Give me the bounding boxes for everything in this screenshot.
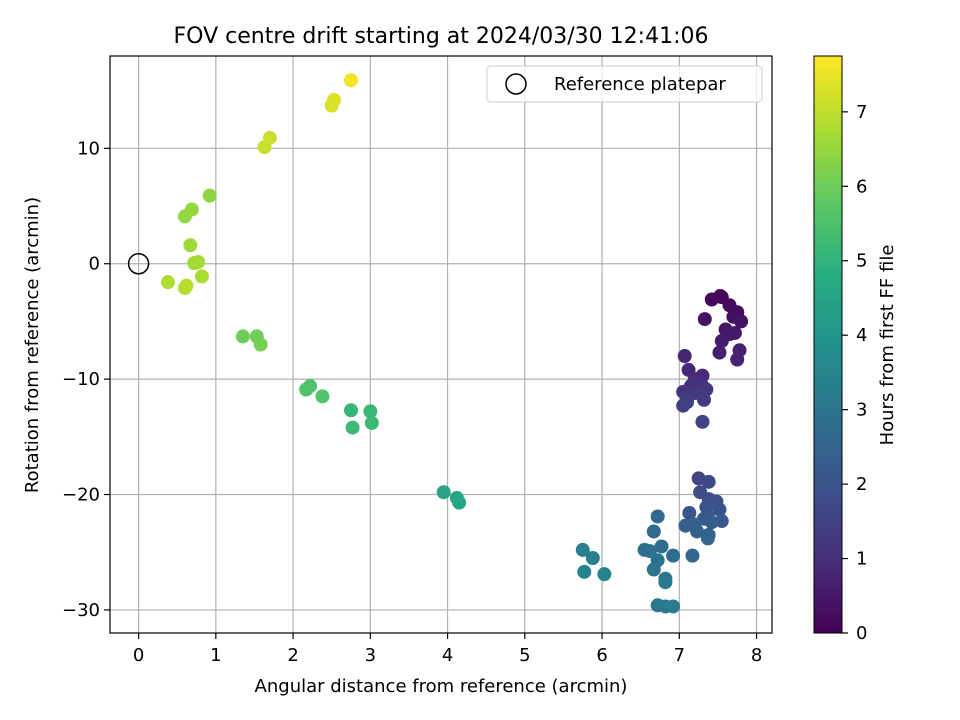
scatter-point xyxy=(666,548,681,563)
colorbar xyxy=(813,55,843,634)
x-tick-label: 1 xyxy=(210,645,221,666)
grid-lines xyxy=(110,56,772,633)
scatter-point xyxy=(704,292,719,307)
scatter-point xyxy=(575,542,590,557)
scatter-point xyxy=(585,550,600,565)
colorbar-tick-label: 0 xyxy=(856,623,867,644)
x-tick-label: 8 xyxy=(751,645,762,666)
scatter-point xyxy=(262,130,277,145)
scatter-point xyxy=(695,414,710,429)
scatter-point xyxy=(344,403,359,418)
reference-marker xyxy=(127,252,150,275)
y-tick-label: 0 xyxy=(89,254,100,275)
colorbar-tick-label: 6 xyxy=(856,176,867,197)
scatter-point xyxy=(654,539,669,554)
scatter-point xyxy=(344,73,359,88)
scatter-point xyxy=(160,275,175,290)
scatter-point xyxy=(452,495,467,510)
colorbar-ticks: 0 1 2 3 4 5 6 7 xyxy=(842,102,867,644)
scatter-point xyxy=(315,389,330,404)
x-axis-ticks: 0 1 2 3 4 5 6 7 8 xyxy=(133,633,762,666)
scatter-point xyxy=(253,337,268,352)
scatter-point xyxy=(327,92,342,107)
scatter-point xyxy=(712,502,727,517)
scatter-point xyxy=(680,395,695,410)
x-tick-label: 0 xyxy=(133,645,144,666)
legend-reference-marker xyxy=(505,73,527,95)
scatter-point xyxy=(194,269,209,284)
scatter-point xyxy=(363,404,378,419)
scatter-point xyxy=(642,544,657,559)
reference-marker-group xyxy=(127,252,150,275)
scatter-point xyxy=(677,349,692,364)
y-tick-label: −30 xyxy=(62,600,100,621)
scatter-point xyxy=(202,188,217,203)
colorbar-tick-label: 5 xyxy=(856,251,867,272)
scatter-point xyxy=(682,505,697,520)
x-axis-label: Angular distance from reference (arcmin) xyxy=(255,676,628,697)
scatter-point xyxy=(650,509,665,524)
scatter-point xyxy=(345,420,360,435)
scatter-point xyxy=(577,564,592,579)
scatter-point xyxy=(734,314,749,329)
scatter-point xyxy=(701,474,716,489)
scatter-point xyxy=(712,345,727,360)
scatter-point xyxy=(183,238,198,253)
x-tick-label: 7 xyxy=(674,645,685,666)
scatter-point xyxy=(364,415,379,430)
scatter-point xyxy=(303,379,318,394)
chart-title: FOV centre drift starting at 2024/03/30 … xyxy=(174,24,709,49)
scatter-point xyxy=(730,352,745,367)
scatter-point xyxy=(700,531,715,546)
legend-entry-reference: Reference platepar xyxy=(554,74,726,95)
x-tick-label: 6 xyxy=(596,645,607,666)
scatter-point xyxy=(179,278,194,293)
scatter-point xyxy=(436,485,451,500)
x-tick-label: 3 xyxy=(365,645,376,666)
scatter-point xyxy=(184,202,199,217)
colorbar-tick-label: 3 xyxy=(856,400,867,421)
x-tick-label: 5 xyxy=(519,645,530,666)
scatter-point xyxy=(597,567,612,582)
scatter-point xyxy=(697,392,712,407)
scatter-point xyxy=(235,329,250,344)
scatter-point xyxy=(690,524,705,539)
scatter-point xyxy=(658,575,673,590)
scatter-point xyxy=(191,254,206,269)
y-tick-label: 10 xyxy=(77,138,100,159)
scatter-point xyxy=(666,599,681,614)
colorbar-tick-label: 2 xyxy=(856,474,867,495)
y-axis-ticks: −30 −20 −10 0 10 xyxy=(62,138,110,621)
legend: Reference platepar xyxy=(486,65,763,103)
y-axis-label: Rotation from reference (arcmin) xyxy=(22,197,43,493)
x-tick-label: 4 xyxy=(442,645,453,666)
scatter-point xyxy=(685,548,700,563)
scatter-point xyxy=(704,515,719,530)
scatter-point xyxy=(714,334,729,349)
legend-box xyxy=(486,65,763,103)
colorbar-tick-label: 4 xyxy=(856,325,867,346)
scatter-point xyxy=(646,524,661,539)
y-tick-label: −20 xyxy=(62,485,100,506)
scatter-point xyxy=(697,312,712,327)
y-tick-label: −10 xyxy=(62,369,100,390)
colorbar-tick-label: 7 xyxy=(856,102,867,123)
colorbar-tick-label: 1 xyxy=(856,549,867,570)
scatter-point xyxy=(646,562,661,577)
plot-frame xyxy=(109,55,773,634)
x-tick-label: 2 xyxy=(287,645,298,666)
colorbar-label: Hours from first FF file xyxy=(877,245,898,446)
scatter-point xyxy=(727,325,742,340)
scatter-points xyxy=(160,73,749,614)
